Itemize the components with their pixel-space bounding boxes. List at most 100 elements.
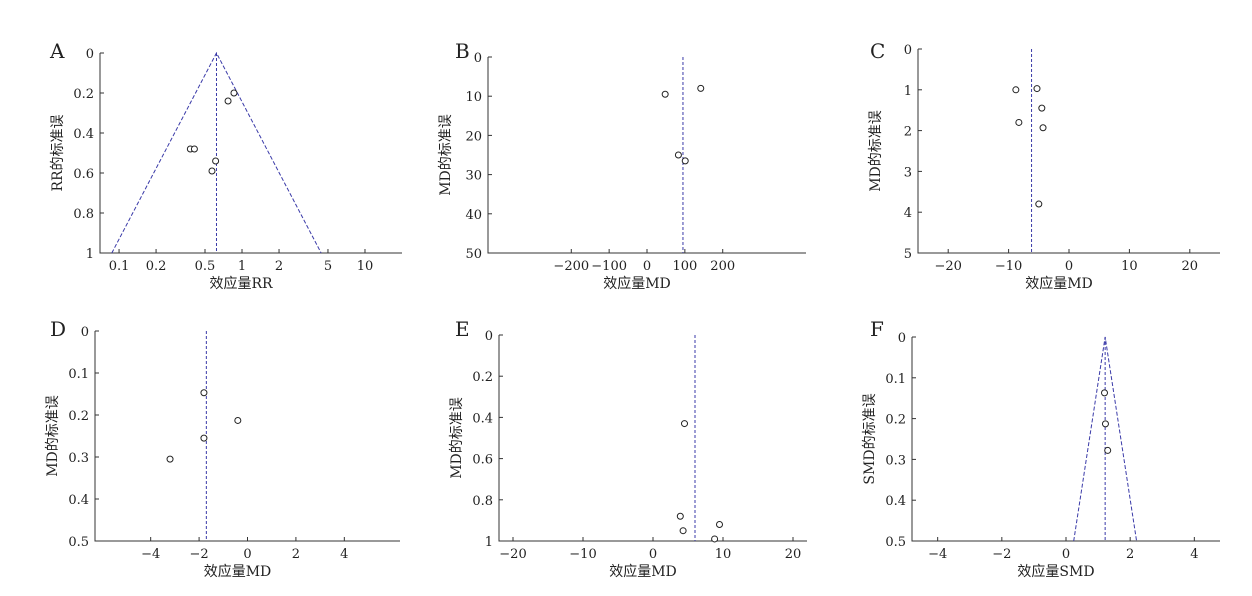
y-tick-label: 1: [86, 247, 94, 262]
y-tick-label: 20: [465, 129, 482, 144]
study-point: [230, 89, 238, 97]
x-tick-label: −200: [553, 259, 589, 274]
y-tick-label: 0.5: [885, 535, 906, 550]
study-point: [1101, 389, 1108, 397]
x-tick-label: 5: [324, 259, 332, 274]
x-tick-label: 0: [649, 547, 657, 562]
y-axis-label: MD的标准误: [868, 110, 884, 192]
study-point: [200, 389, 208, 397]
axis-lines: [94, 331, 400, 542]
study-point: [1033, 85, 1041, 93]
y-tick-label: 0.1: [68, 367, 89, 382]
study-point: [661, 90, 669, 98]
y-tick-label: 0.6: [73, 167, 94, 182]
study-point: [190, 145, 198, 153]
panel-letter: D: [50, 317, 66, 341]
x-tick-label: 4: [340, 547, 348, 562]
y-tick-label: 0.1: [885, 372, 906, 387]
x-tick-label: 2: [1126, 547, 1134, 562]
y-tick-label: 10: [465, 90, 482, 105]
study-point: [716, 521, 723, 529]
y-tick-label: 30: [465, 169, 482, 184]
x-tick-label: 200: [710, 259, 735, 274]
x-tick-label: 0.1: [109, 259, 130, 274]
axis-lines: [99, 53, 402, 254]
axis-lines: [487, 57, 806, 254]
y-tick-label: 0: [81, 325, 89, 340]
y-tick-label: 0.4: [73, 127, 94, 142]
x-tick-label: 0.5: [195, 259, 216, 274]
study-point: [1104, 446, 1112, 454]
panel-letter: C: [870, 39, 885, 63]
y-tick-label: 0.4: [472, 411, 493, 426]
x-tick-label: 10: [715, 547, 732, 562]
y-tick-label: 4: [904, 206, 912, 221]
y-tick-label: 0.4: [68, 493, 89, 508]
panel-letter: F: [870, 317, 884, 341]
panel-letter: B: [455, 39, 470, 63]
y-tick-label: 0.4: [885, 494, 906, 509]
y-tick-label: 0.3: [885, 453, 906, 468]
y-axis-label: MD的标准误: [45, 395, 61, 477]
x-tick-label: −4: [141, 547, 160, 562]
y-tick-label: 0.8: [73, 207, 94, 222]
x-tick-label: −20: [934, 259, 961, 274]
study-point: [679, 527, 687, 535]
y-tick-label: 1: [904, 84, 912, 99]
x-axis-label: 效应量SMD: [1017, 563, 1094, 580]
y-tick-label: 40: [465, 208, 482, 223]
panel-letter: A: [49, 39, 65, 63]
y-tick-label: 0.6: [472, 453, 493, 468]
study-point: [676, 512, 684, 520]
study-point: [1035, 200, 1043, 208]
x-tick-label: 0: [1065, 259, 1073, 274]
x-tick-label: 10: [1121, 259, 1138, 274]
y-tick-label: 0: [898, 331, 906, 346]
study-point: [711, 535, 719, 543]
x-tick-label: 1: [238, 259, 246, 274]
x-tick-label: −2: [992, 547, 1011, 562]
axis-lines: [498, 335, 807, 542]
study-point: [1038, 104, 1046, 112]
x-axis-label: 效应量MD: [603, 275, 671, 292]
y-tick-label: 0.8: [472, 494, 493, 509]
y-tick-label: 0.2: [73, 87, 94, 102]
study-point: [1101, 420, 1109, 428]
y-tick-label: 5: [904, 247, 912, 262]
study-point: [697, 84, 705, 92]
study-point: [208, 167, 216, 175]
y-tick-label: 0.5: [68, 535, 89, 550]
study-point: [212, 157, 220, 165]
study-point: [1039, 124, 1047, 132]
y-tick-label: 0.3: [68, 451, 89, 466]
y-tick-label: 0: [485, 329, 493, 344]
x-tick-label: 0: [243, 547, 251, 562]
y-tick-label: 3: [904, 165, 912, 180]
x-tick-label: 20: [785, 547, 802, 562]
x-tick-label: −2: [190, 547, 209, 562]
x-tick-label: 2: [275, 259, 283, 274]
x-tick-label: 0: [1062, 547, 1070, 562]
y-tick-label: 50: [465, 247, 482, 262]
y-tick-label: 2: [904, 125, 912, 140]
x-tick-label: −100: [591, 259, 627, 274]
study-point: [200, 434, 208, 442]
study-point: [681, 157, 689, 165]
study-point: [1012, 86, 1020, 94]
x-axis-label: 效应量MD: [1025, 275, 1093, 292]
x-axis-label: 效应量RR: [209, 275, 273, 292]
x-axis-label: 效应量MD: [609, 563, 677, 580]
y-axis-label: RR的标准误: [50, 114, 66, 191]
x-tick-label: 4: [1190, 547, 1198, 562]
y-tick-label: 0.2: [885, 413, 906, 428]
study-point: [674, 151, 682, 159]
y-tick-label: 0: [86, 47, 94, 62]
y-axis-label: SMD的标准误: [862, 393, 878, 484]
axis-lines: [911, 337, 1220, 542]
study-point: [234, 416, 242, 424]
